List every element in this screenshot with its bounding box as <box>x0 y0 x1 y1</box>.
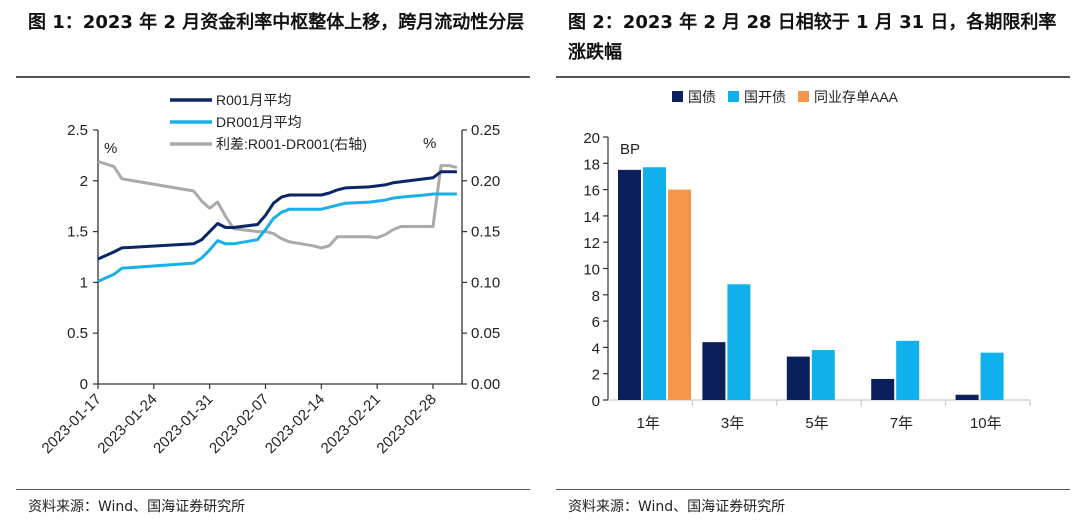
left-y-tick-label: 0 <box>80 376 88 393</box>
figure-2-title-rule <box>556 76 1070 78</box>
x-category-label: 1年 <box>637 415 660 432</box>
figure-2-source: 资料来源：Wind、国海证券研究所 <box>568 499 786 515</box>
x-category-label: 3年 <box>721 415 744 432</box>
y-tick-label: 12 <box>583 235 600 252</box>
series-line-spread <box>97 160 458 250</box>
legend-swatch <box>728 91 739 102</box>
legend-swatch <box>798 91 809 102</box>
bar-5年-国开债 <box>811 350 835 400</box>
x-tick-label: 2023-01-24 <box>94 391 160 457</box>
x-tick-label: 2023-02-14 <box>262 391 328 457</box>
figure-1-title: 图 1：2023 年 2 月资金利率中枢整体上移，跨月流动性分层 <box>28 12 525 33</box>
x-tick-label: 2023-01-31 <box>150 391 216 457</box>
x-category-label: 7年 <box>890 415 913 432</box>
bar-1年-同业存单AAA <box>668 189 691 400</box>
left-y-tick-label: 0.5 <box>67 325 88 342</box>
bar-5年-国债 <box>786 356 810 400</box>
y-tick-label: 20 <box>583 130 600 147</box>
y-tick-label: 14 <box>583 209 600 226</box>
legend-label: 国债 <box>688 89 716 105</box>
legend-label: 国开债 <box>744 89 786 105</box>
left-y-tick-label: 1 <box>80 274 88 291</box>
legend-label: DR001月平均 <box>216 114 302 130</box>
bar-7年-国开债 <box>896 340 920 400</box>
right-y-tick-label: 0.25 <box>471 122 500 139</box>
legend-swatch <box>672 91 683 102</box>
legend-label: R001月平均 <box>216 92 291 108</box>
legend-label: 同业存单AAA <box>814 89 899 105</box>
y-tick-label: 6 <box>592 314 600 331</box>
figure-2-title: 图 2：2023 年 2 月 28 日相较于 1 月 31 日，各期限利率涨跌幅 <box>568 12 1057 63</box>
x-tick-label: 2023-02-21 <box>318 391 384 457</box>
y-tick-label: 10 <box>583 262 600 279</box>
bar-1年-国债 <box>618 169 641 400</box>
figure-1-panel: 图 1：2023 年 2 月资金利率中枢整体上移，跨月流动性分层 0 0.5 1 1.… <box>0 0 530 526</box>
y-tick-label: 16 <box>583 183 600 200</box>
bar-1年-国开债 <box>643 167 666 400</box>
right-y-tick-label: 0.20 <box>471 173 500 190</box>
right-y-tick-label: 0.05 <box>471 325 500 342</box>
series-line-r001 <box>97 170 457 261</box>
y-tick-label: 0 <box>592 393 600 410</box>
bar-10年-国开债 <box>980 352 1004 400</box>
figure-1-title-rule <box>16 76 530 78</box>
figure-1-source: 资料来源：Wind、国海证券研究所 <box>28 499 246 515</box>
bar-chart: 0 2 4 6 8 10 12 14 16 18 20 BP 1年 3年 5年 7年 10年 国债 国开债 同业存单A… <box>583 89 1031 432</box>
figure-2-panel: 图 2：2023 年 2 月 28 日相较于 1 月 31 日，各期限利率涨跌幅… <box>540 0 1070 526</box>
left-y-tick-label: 2 <box>80 173 88 190</box>
y-tick-label: 8 <box>592 288 600 305</box>
legend-label: 利差:R001-DR001(右轴) <box>216 136 367 152</box>
y-tick-label: 4 <box>592 340 600 357</box>
left-y-unit: % <box>104 140 117 157</box>
x-category-label: 10年 <box>970 415 1002 432</box>
x-tick-label: 2023-02-28 <box>374 391 440 457</box>
left-y-tick-label: 1.5 <box>67 224 88 241</box>
left-y-tick-label: 2.5 <box>67 122 88 139</box>
x-tick-label: 2023-01-17 <box>39 391 105 457</box>
right-y-tick-label: 0.10 <box>471 274 500 291</box>
figure-1-source-rule <box>16 489 530 490</box>
bar-3年-国债 <box>702 342 726 400</box>
right-y-tick-label: 0.15 <box>471 224 500 241</box>
x-tick-label: 2023-02-07 <box>206 391 272 457</box>
y-unit-label: BP <box>620 141 640 158</box>
x-category-label: 5年 <box>805 415 828 432</box>
bar-7年-国债 <box>871 378 895 400</box>
bar-3年-国开债 <box>727 284 751 400</box>
bar-10年-国债 <box>955 394 979 400</box>
right-y-tick-label: 0.00 <box>471 376 500 393</box>
y-tick-label: 2 <box>592 367 600 384</box>
series-line-dr001 <box>97 192 457 283</box>
y-tick-label: 18 <box>583 156 600 173</box>
right-y-unit: % <box>423 135 436 152</box>
line-chart: 0 0.5 1 1.5 2 2.5 0.00 0.05 0.10 0.15 0.20 0.25% % 20… <box>39 92 501 457</box>
figure-2-source-rule <box>556 489 1070 490</box>
